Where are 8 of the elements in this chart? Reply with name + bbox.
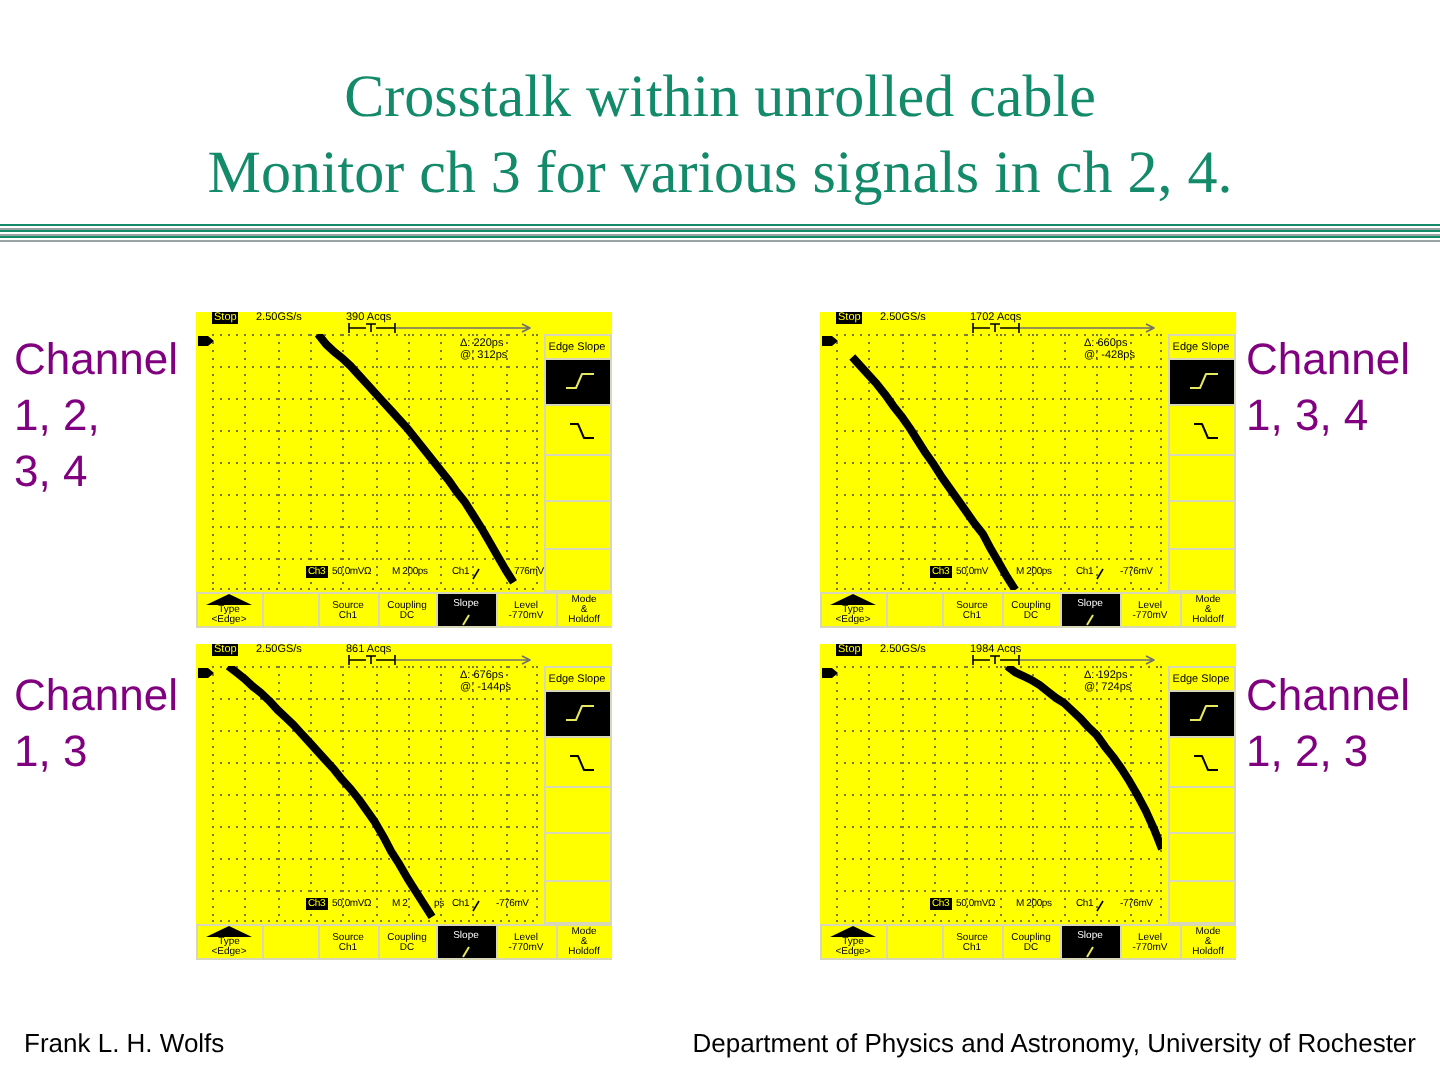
text: Channel 1, 3, 4	[1246, 332, 1410, 444]
text: Channel 1, 3	[14, 668, 178, 780]
text: Channel 1, 2, 3	[1246, 668, 1410, 780]
text: Department of Physics and Astronomy, University of Rochester	[692, 1028, 1416, 1060]
text: Channel 1, 2, 3, 4	[14, 332, 178, 500]
text: Crosstalk within unrolled cable	[344, 62, 1096, 134]
text: Monitor ch 3 for various signals in ch 2, 4.	[207, 138, 1233, 210]
text: Frank L. H. Wolfs	[24, 1028, 225, 1060]
